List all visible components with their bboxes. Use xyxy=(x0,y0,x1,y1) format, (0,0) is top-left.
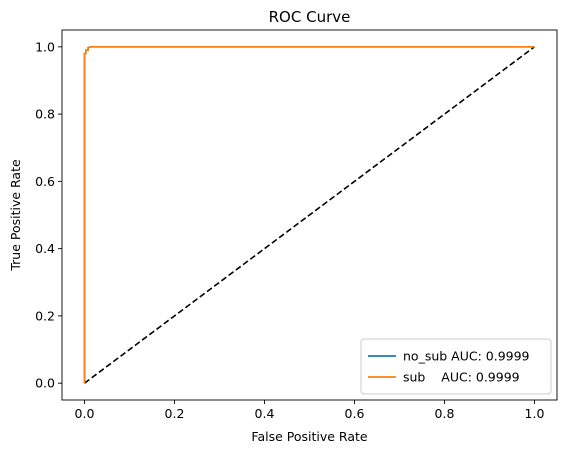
y-axis-label: True Positive Rate xyxy=(8,159,23,272)
y-tick-label: 0.4 xyxy=(35,241,55,256)
legend-label-1: no_sub AUC: 0.9999 xyxy=(403,349,530,364)
y-tick-label: 0.2 xyxy=(35,308,55,323)
x-tick-label: 0.4 xyxy=(255,406,275,421)
x-axis-ticks: 0.0 0.2 0.4 0.6 0.8 1.0 xyxy=(75,400,545,421)
x-tick-label: 0.2 xyxy=(165,406,185,421)
chart-title: ROC Curve xyxy=(269,8,351,26)
x-tick-label: 0.6 xyxy=(345,406,365,421)
legend-box xyxy=(360,338,552,395)
roc-series-line-2 xyxy=(83,46,535,384)
legend: no_sub AUC: 0.9999 sub AUC: 0.9999 xyxy=(360,338,552,395)
x-tick-label: 1.0 xyxy=(525,406,545,421)
y-tick-label: 0.6 xyxy=(35,174,55,189)
y-axis-ticks: 0.0 0.2 0.4 0.6 0.8 1.0 xyxy=(35,39,62,391)
reference-diagonal-line xyxy=(84,46,535,384)
legend-label-2: sub AUC: 0.9999 xyxy=(403,370,520,385)
y-tick-label: 0.8 xyxy=(35,107,55,122)
y-tick-label: 0.0 xyxy=(35,376,55,391)
x-axis-label: False Positive Rate xyxy=(251,429,367,444)
plot-frame xyxy=(61,29,558,401)
x-tick-label: 0.8 xyxy=(435,406,455,421)
y-tick-label: 1.0 xyxy=(35,39,55,54)
x-tick-label: 0.0 xyxy=(75,406,95,421)
